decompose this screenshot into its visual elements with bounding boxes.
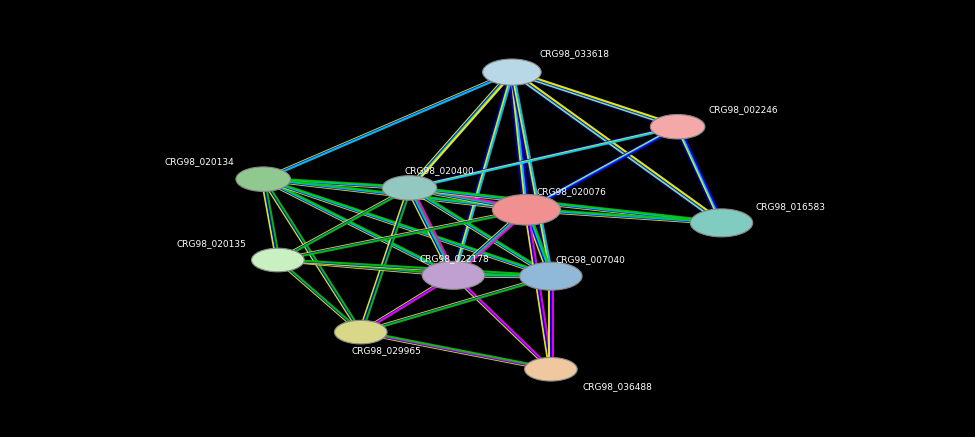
Text: CRG98_007040: CRG98_007040 [556, 255, 626, 264]
Text: CRG98_022178: CRG98_022178 [419, 254, 489, 263]
Circle shape [422, 261, 485, 289]
Text: CRG98_020400: CRG98_020400 [405, 166, 475, 175]
Circle shape [483, 59, 541, 85]
Text: CRG98_029965: CRG98_029965 [351, 346, 421, 355]
Circle shape [334, 320, 387, 344]
Text: CRG98_002246: CRG98_002246 [709, 106, 778, 114]
Circle shape [252, 248, 304, 272]
Text: CRG98_020134: CRG98_020134 [164, 157, 234, 166]
Circle shape [525, 357, 577, 381]
Circle shape [382, 176, 437, 200]
Circle shape [492, 194, 561, 225]
Text: CRG98_033618: CRG98_033618 [539, 49, 609, 58]
Text: CRG98_020076: CRG98_020076 [536, 187, 606, 196]
Text: CRG98_016583: CRG98_016583 [756, 202, 826, 211]
Circle shape [520, 262, 582, 290]
Text: CRG98_036488: CRG98_036488 [582, 382, 652, 391]
Circle shape [236, 167, 291, 191]
Circle shape [650, 114, 705, 139]
Circle shape [690, 209, 753, 237]
Text: CRG98_020135: CRG98_020135 [176, 239, 247, 248]
